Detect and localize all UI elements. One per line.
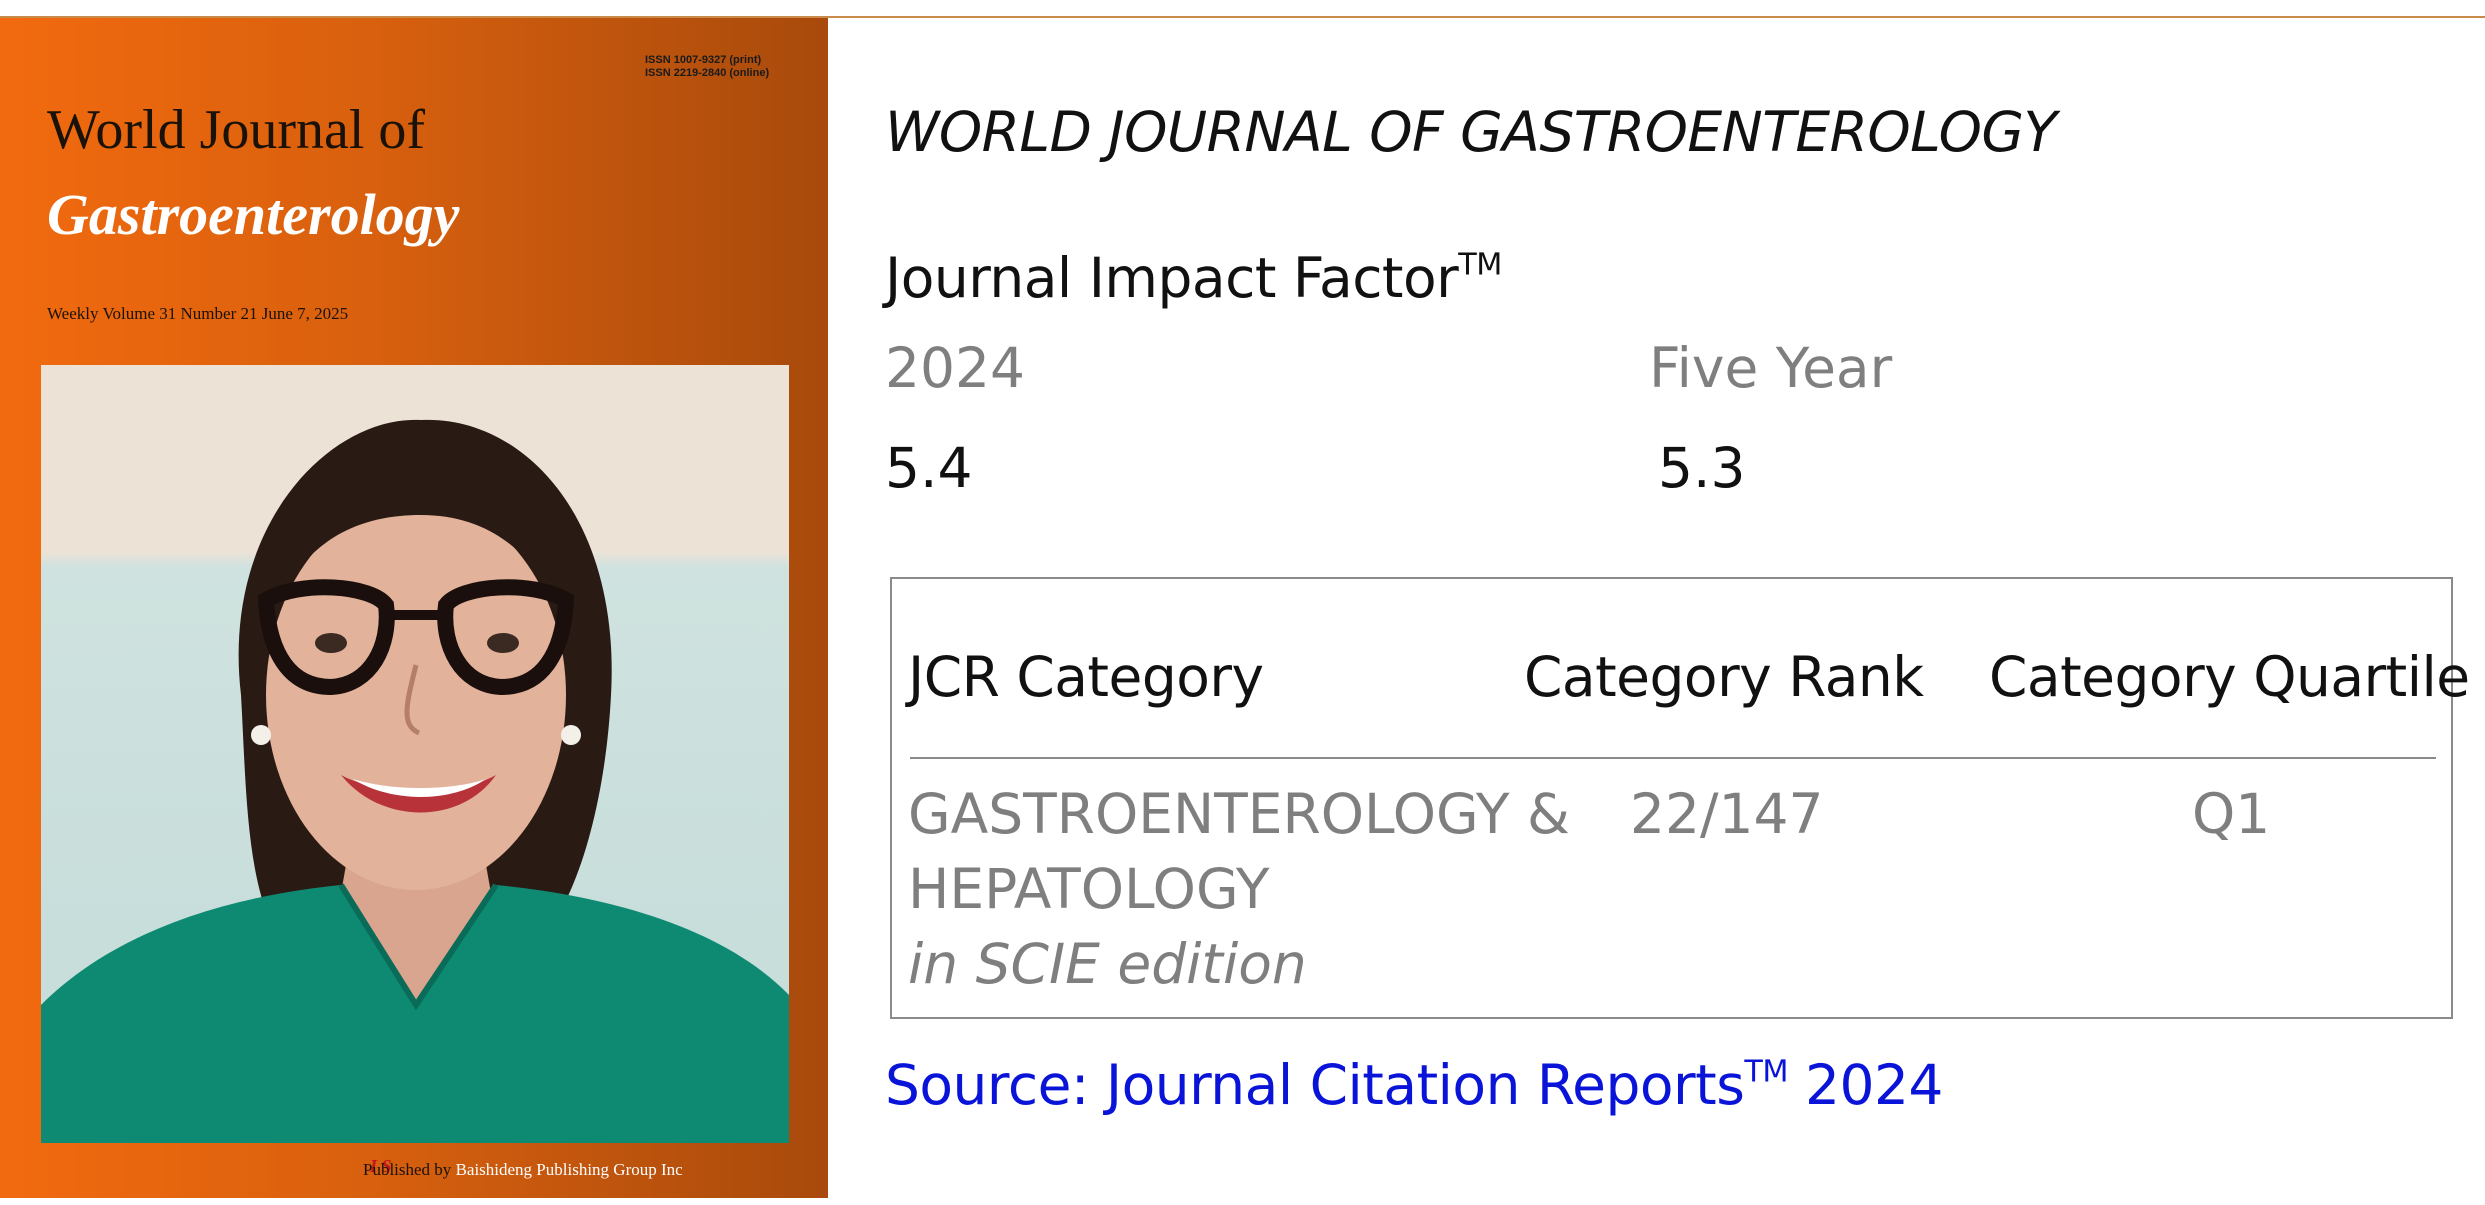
cell-rank: 22/147 bbox=[1630, 782, 1824, 846]
cover-publisher-line: Published by Baishideng Publishing Group… bbox=[363, 1160, 683, 1180]
cover-portrait-photo bbox=[41, 365, 789, 1143]
table-header-divider bbox=[910, 757, 2436, 759]
header-jcr-category: JCR Category bbox=[908, 645, 1264, 709]
publisher-logo-icon: I S bbox=[369, 1156, 392, 1176]
publisher-name: Baishideng Publishing Group Inc bbox=[455, 1160, 683, 1179]
source-text: Source: Journal Citation Reports bbox=[885, 1053, 1745, 1117]
jcr-category-table: JCR Category Category Rank Category Quar… bbox=[890, 577, 2470, 1019]
five-year-label: Five Year bbox=[1649, 336, 1893, 400]
cell-quartile: Q1 bbox=[2192, 782, 2271, 846]
cover-title-line1: World Journal of bbox=[47, 99, 426, 161]
portrait-illustration bbox=[41, 419, 789, 1143]
impact-factor-panel: WORLD JOURNAL OF GASTROENTEROLOGY Journa… bbox=[828, 18, 2485, 1198]
journal-cover: ISSN 1007-9327 (print) ISSN 2219-2840 (o… bbox=[0, 18, 828, 1198]
year-label: 2024 bbox=[885, 336, 1025, 400]
top-frame-line bbox=[0, 16, 2485, 18]
category-line2: HEPATOLOGY bbox=[908, 857, 1270, 921]
issn-online: ISSN 2219-2840 (online) bbox=[645, 67, 770, 79]
source-trademark: TM bbox=[1744, 1054, 1788, 1090]
header-category-quartile: Category Quartile bbox=[1989, 645, 2470, 709]
jif-trademark: TM bbox=[1458, 247, 1502, 283]
cover-issue-info: Weekly Volume 31 Number 21 June 7, 2025 bbox=[47, 304, 349, 323]
five-year-impact-value: 5.3 bbox=[1658, 436, 1746, 500]
published-by-label: Published by bbox=[363, 1160, 452, 1179]
category-line1: GASTROENTEROLOGY & bbox=[908, 782, 1570, 846]
year-impact-value: 5.4 bbox=[885, 436, 973, 500]
cover-title-line2: Gastroenterology bbox=[47, 182, 460, 247]
issn-print: ISSN 1007-9327 (print) bbox=[645, 54, 762, 66]
journal-name-heading: WORLD JOURNAL OF GASTROENTEROLOGY bbox=[885, 100, 2057, 164]
svg-text:I S: I S bbox=[369, 1156, 392, 1176]
source-line: Source: Journal Citation ReportsTM 2024 bbox=[885, 1053, 1943, 1117]
category-edition: in SCIE edition bbox=[908, 932, 1307, 996]
jif-title: Journal Impact FactorTM bbox=[885, 246, 1502, 310]
header-category-rank: Category Rank bbox=[1524, 645, 1924, 709]
cover-issn: ISSN 1007-9327 (print) ISSN 2219-2840 (o… bbox=[645, 54, 769, 80]
jif-title-text: Journal Impact Factor bbox=[885, 246, 1459, 310]
source-year: 2024 bbox=[1804, 1053, 1943, 1117]
cell-category: GASTROENTEROLOGY & HEPATOLOGY in SCIE ed… bbox=[908, 777, 1570, 1002]
